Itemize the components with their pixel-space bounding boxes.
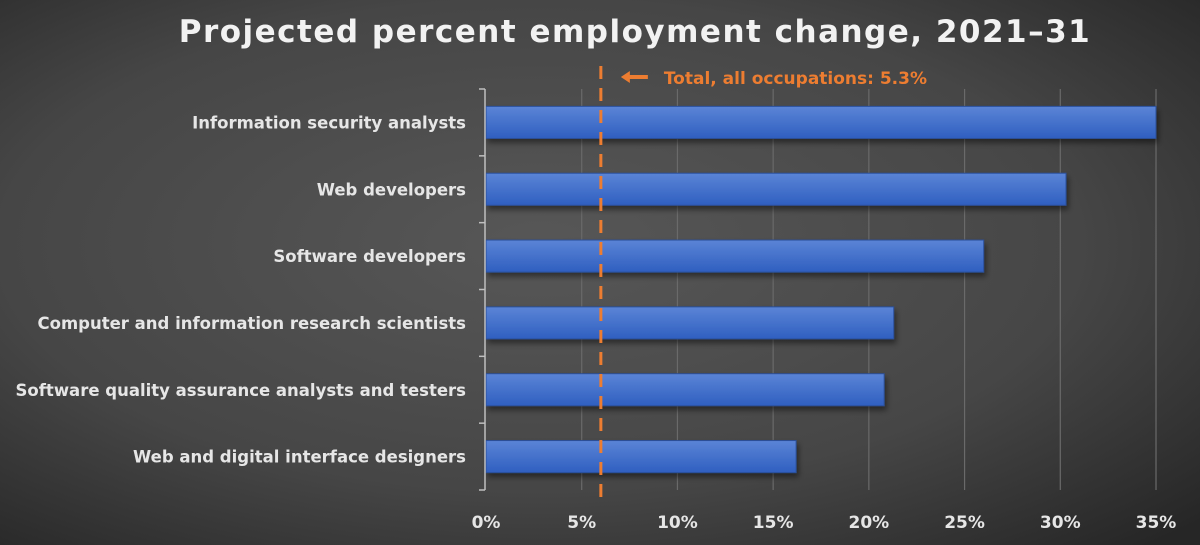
bar <box>485 440 797 474</box>
x-tick-label: 30% <box>1040 513 1081 533</box>
bar <box>485 105 1157 139</box>
chart-title: Projected percent employment change, 202… <box>179 14 1092 50</box>
bars <box>485 105 1157 474</box>
category-label: Software quality assurance analysts and … <box>16 381 467 400</box>
arrow-left-icon <box>620 71 648 83</box>
x-tick-label: 10% <box>657 513 698 533</box>
x-tick-label: 25% <box>944 513 985 533</box>
bar <box>485 239 985 273</box>
reference-line-group: Total, all occupations: 5.3% <box>599 66 927 500</box>
x-tick-label: 0% <box>472 513 501 533</box>
x-tick-label: 20% <box>849 513 890 533</box>
x-tick-labels: 0% 5% 10% 15% 20% 25% 30% 35% <box>472 513 1177 533</box>
bar <box>485 172 1067 206</box>
category-label: Information security analysts <box>192 113 466 132</box>
category-label: Computer and information research scient… <box>38 314 467 333</box>
bar <box>485 306 895 340</box>
bar <box>485 373 885 407</box>
category-label: Web developers <box>317 180 466 199</box>
category-axis <box>479 88 486 491</box>
category-labels: Information security analysts Web develop… <box>16 113 467 466</box>
x-tick-label: 5% <box>567 513 596 533</box>
category-label: Software developers <box>273 247 466 266</box>
x-tick-label: 15% <box>753 513 794 533</box>
category-label: Web and digital interface designers <box>133 448 466 467</box>
reference-line-label: Total, all occupations: 5.3% <box>664 69 927 89</box>
x-tick-label: 35% <box>1136 513 1177 533</box>
gridlines <box>581 89 1157 490</box>
